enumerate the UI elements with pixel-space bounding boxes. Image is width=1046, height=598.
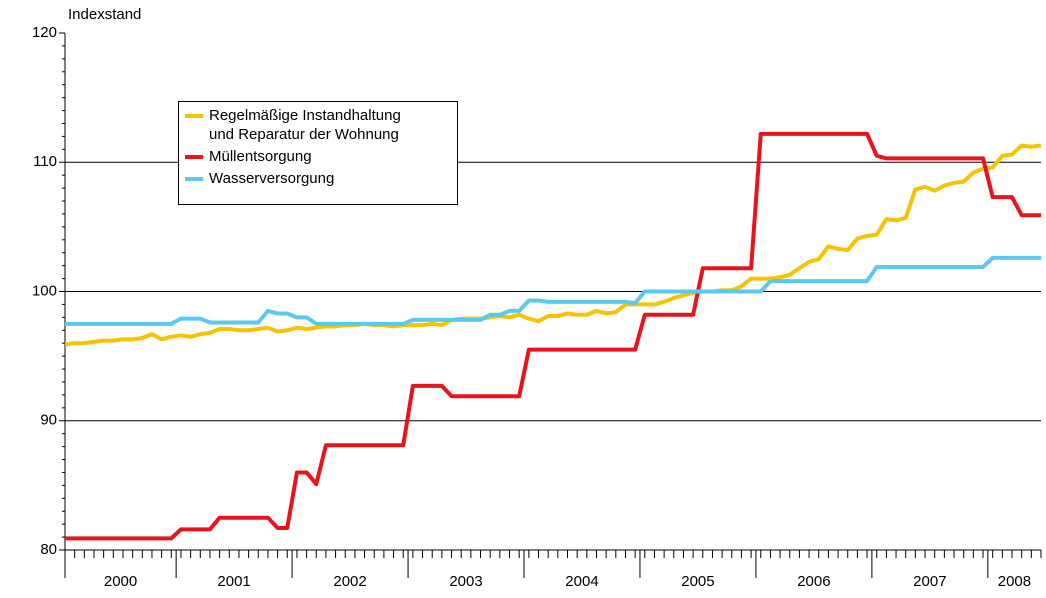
y-tick-label: 120 [32,24,57,41]
legend-item: Regelmäßige Instandhaltung und Reparatur… [185,106,451,144]
x-group-label: 2000 [104,573,137,590]
legend-swatch [185,114,203,118]
x-group-label: 2005 [681,573,714,590]
legend-item: Müllentsorgung [185,147,451,166]
x-group-label: 2001 [217,573,250,590]
series-line [65,255,1041,326]
legend-item: Wasserversorgung [185,169,451,188]
x-group-label: 2004 [565,573,598,590]
y-tick-label: 110 [33,153,57,170]
x-group-label: 2003 [449,573,482,590]
legend-swatch [185,155,203,159]
y-tick-label: 80 [40,541,57,558]
y-axis-label: Indexstand [68,6,141,23]
legend-label: Wasserversorgung [209,170,335,187]
legend: Regelmäßige Instandhaltung und Reparatur… [178,101,458,205]
y-tick-label: 100 [32,282,57,299]
x-group-label: 2007 [913,573,946,590]
x-group-label: 2008 [998,573,1031,590]
legend-label: Regelmäßige Instandhaltung und Reparatur… [209,107,401,143]
series-line [64,143,1042,347]
legend-label: Müllentsorgung [209,148,312,165]
y-tick-label: 90 [40,412,57,429]
series-line [65,131,1041,541]
x-group-label: 2006 [797,573,830,590]
x-group-label: 2002 [333,573,366,590]
legend-swatch [185,177,203,181]
